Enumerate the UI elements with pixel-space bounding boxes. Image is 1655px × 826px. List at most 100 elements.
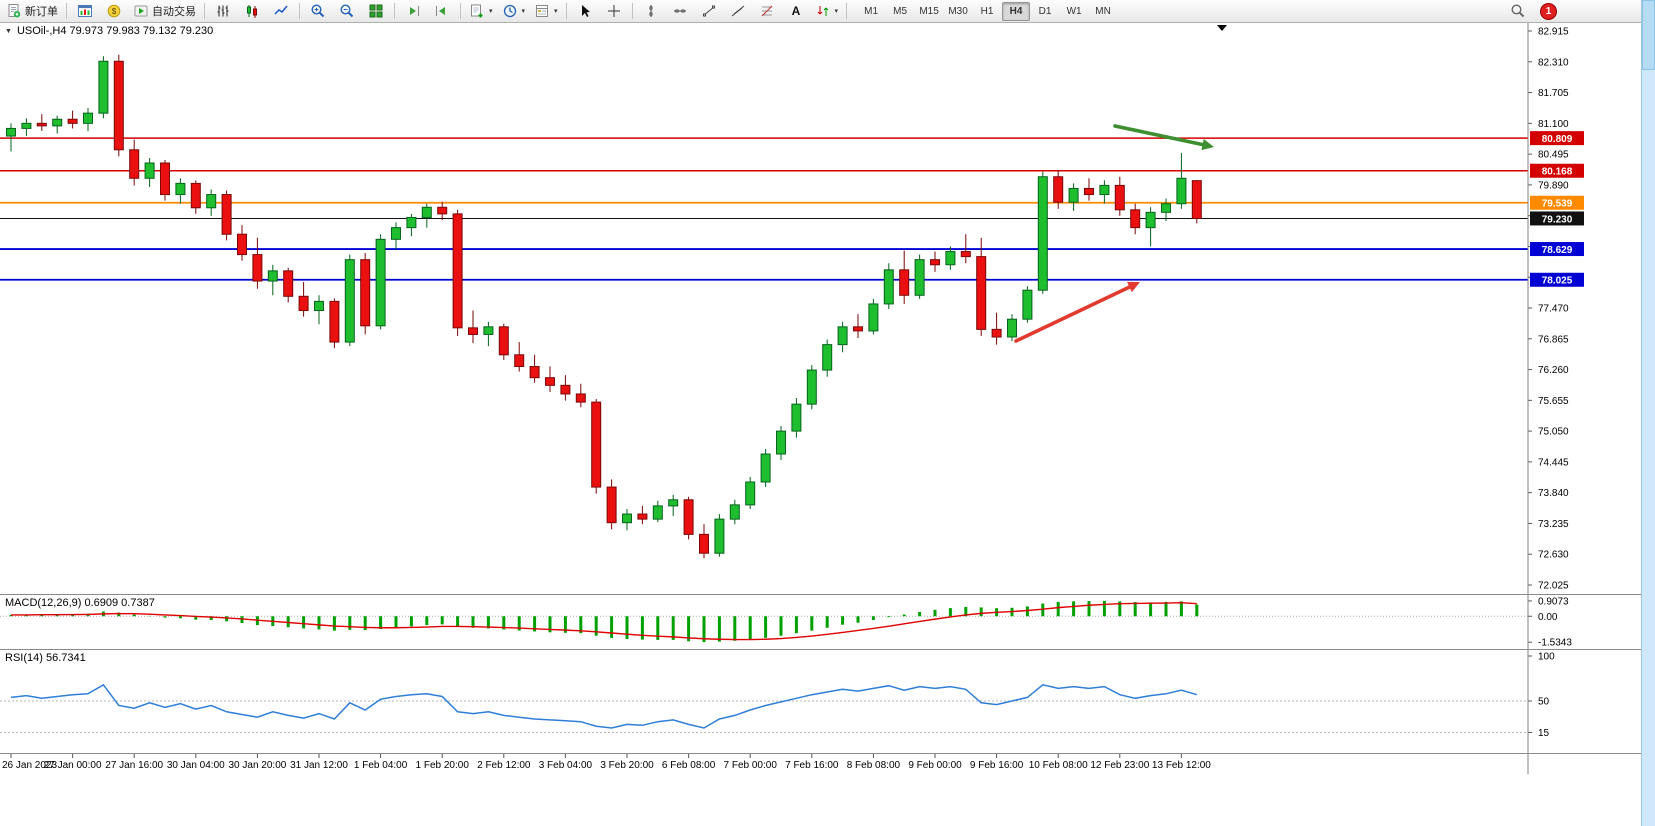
svg-text:79.890: 79.890 — [1538, 180, 1569, 191]
search-button[interactable] — [1504, 1, 1532, 22]
main-chart-pane: 82.915 82.310 81.705 81.100 80.495 79.890 79.2… — [0, 23, 1641, 594]
svg-text:78.025: 78.025 — [1542, 276, 1573, 287]
auto-trading-button[interactable]: 自动交易 — [129, 1, 200, 22]
toolbar-separator — [460, 3, 461, 19]
line-chart-button[interactable] — [267, 1, 295, 22]
timeframe-M15[interactable]: M15 — [919, 5, 939, 17]
svg-text:27 Jan 16:00: 27 Jan 16:00 — [105, 760, 163, 771]
templates-button[interactable]: ▾ — [530, 1, 562, 22]
svg-text:73.840: 73.840 — [1538, 488, 1569, 499]
candlestick-chart-button[interactable] — [238, 1, 266, 22]
svg-text:74.445: 74.445 — [1538, 457, 1569, 468]
pane-separator[interactable] — [0, 594, 1641, 595]
svg-text:$: $ — [112, 7, 117, 16]
periods-icon — [503, 4, 516, 18]
toolbar-separator — [66, 3, 67, 19]
crosshair-button[interactable] — [600, 1, 628, 22]
chart-shift-icon — [436, 6, 445, 16]
svg-text:76.865: 76.865 — [1538, 334, 1569, 345]
timeframe-H4[interactable]: H4 — [1002, 1, 1031, 21]
svg-text:0.00: 0.00 — [1538, 612, 1558, 623]
timeframe-MN[interactable]: MN — [1095, 5, 1111, 17]
svg-text:79.230: 79.230 — [1542, 214, 1573, 225]
cursor-icon — [581, 5, 590, 17]
rsi-indicator[interactable]: 100 50 15 — [0, 650, 1641, 753]
arrows-icon — [817, 6, 828, 16]
svg-text:82.915: 82.915 — [1538, 27, 1569, 38]
svg-text:26 Jan 2023: 26 Jan 2023 — [2, 760, 57, 771]
market-watch-icon: $ — [107, 4, 121, 18]
dropdown-caret-icon: ▾ — [489, 8, 493, 15]
timeframe-H1[interactable]: H1 — [980, 5, 994, 17]
new-chart-button[interactable]: ▾ — [465, 1, 497, 22]
chart-shift-button[interactable] — [428, 1, 456, 22]
timeframe-M1[interactable]: M1 — [864, 5, 879, 17]
toolbar-right-group: 1 — [1504, 1, 1637, 22]
svg-text:80.809: 80.809 — [1542, 134, 1573, 145]
new-chart-icon — [471, 4, 483, 18]
zoom-out-icon — [340, 4, 354, 18]
svg-text:9 Feb 00:00: 9 Feb 00:00 — [908, 760, 962, 771]
tile-windows-icon — [369, 4, 383, 18]
notification-badge[interactable]: 1 — [1540, 2, 1557, 20]
text-button[interactable]: A — [782, 1, 810, 22]
auto-scroll-button[interactable] — [399, 1, 427, 22]
new-order-button[interactable]: 新订单 — [2, 1, 62, 22]
market-watch-button[interactable]: $ — [100, 1, 128, 22]
timeframe-M5[interactable]: M5 — [893, 5, 908, 17]
bars-chart-icon — [217, 5, 229, 17]
vertical-scrollbar[interactable] — [1641, 0, 1655, 826]
tile-windows-button[interactable] — [362, 1, 390, 22]
periods-button[interactable]: ▾ — [498, 1, 530, 22]
svg-text:76.260: 76.260 — [1538, 365, 1569, 376]
search-icon — [1511, 4, 1525, 18]
cursor-button[interactable] — [571, 1, 599, 22]
line-chart-icon — [274, 5, 288, 15]
toolbar-separator — [565, 3, 567, 19]
svg-text:72.025: 72.025 — [1538, 581, 1569, 592]
svg-text:75.655: 75.655 — [1538, 396, 1569, 407]
candlestick-chart-icon — [247, 5, 257, 18]
svg-text:6 Feb 08:00: 6 Feb 08:00 — [662, 760, 716, 771]
svg-text:3 Feb 04:00: 3 Feb 04:00 — [539, 760, 593, 771]
fibonacci-button[interactable] — [753, 1, 781, 22]
svg-text:79.539: 79.539 — [1542, 199, 1573, 210]
dropdown-caret-icon: ▾ — [834, 8, 839, 15]
channel-button[interactable] — [724, 1, 752, 22]
zoom-in-button[interactable] — [304, 1, 332, 22]
auto-scroll-icon — [410, 6, 419, 16]
arrows-button[interactable]: ▾ — [811, 1, 843, 22]
trendline-icon — [702, 5, 715, 17]
svg-text:30 Jan 20:00: 30 Jan 20:00 — [228, 760, 286, 771]
svg-text:A: A — [791, 4, 800, 18]
vertical-line-icon — [649, 5, 653, 17]
dropdown-caret-icon: ▾ — [521, 8, 526, 15]
trendline-button[interactable] — [695, 1, 723, 22]
macd-indicator[interactable]: 0.9073 0.00 -1.5343 — [0, 595, 1641, 649]
chart-workspace: 82.915 82.310 81.705 81.100 80.495 79.890 79.2… — [0, 23, 1641, 826]
rsi-pane: 100 50 15 RSI(14) 56.7341 — [0, 650, 1641, 753]
dropdown-caret-icon: ▾ — [554, 8, 558, 15]
chart-window-button[interactable] — [71, 1, 99, 22]
toolbar-separator — [299, 3, 300, 19]
auto-trading-label: 自动交易 — [152, 6, 196, 18]
svg-text:100: 100 — [1538, 652, 1555, 663]
timeframe-W1[interactable]: W1 — [1066, 5, 1082, 17]
scrollbar-thumb[interactable] — [1642, 0, 1655, 70]
horizontal-line-button[interactable] — [666, 1, 694, 22]
svg-text:7 Feb 16:00: 7 Feb 16:00 — [785, 760, 839, 771]
new-order-label: 新订单 — [25, 6, 58, 18]
svg-text:9 Feb 16:00: 9 Feb 16:00 — [970, 760, 1024, 771]
timeframe-group: M1 M5 M15 M30 H1 H4 D1 W1 MN — [857, 1, 1117, 21]
timeframe-D1[interactable]: D1 — [1038, 5, 1052, 17]
svg-text:30 Jan 04:00: 30 Jan 04:00 — [167, 760, 225, 771]
svg-text:-1.5343: -1.5343 — [1538, 638, 1572, 649]
svg-text:78.629: 78.629 — [1542, 245, 1573, 256]
vertical-line-button[interactable] — [637, 1, 665, 22]
bars-chart-button[interactable] — [209, 1, 237, 22]
pane-separator[interactable] — [0, 649, 1641, 650]
price-chart[interactable]: 82.915 82.310 81.705 81.100 80.495 79.890 79.2… — [0, 23, 1641, 594]
timeframe-M30[interactable]: M30 — [948, 5, 968, 17]
zoom-out-button[interactable] — [333, 1, 361, 22]
